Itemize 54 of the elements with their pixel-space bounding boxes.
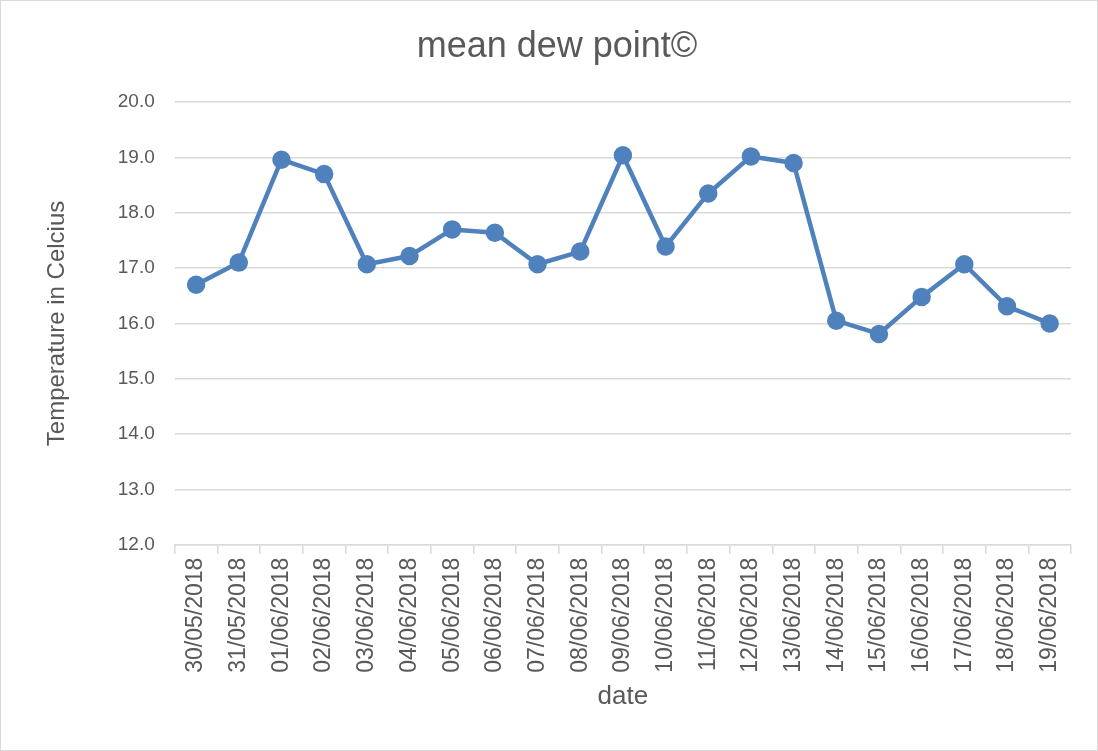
point (955, 255, 974, 274)
point (186, 275, 206, 294)
point (656, 237, 675, 256)
x-tick-label: 16/06/2018 (906, 557, 933, 673)
point (314, 164, 334, 184)
y-axis-title: Temperature in Celcius (42, 200, 70, 447)
point (1040, 314, 1059, 333)
x-tick-label: 31/05/2018 (224, 557, 251, 673)
x-tick-label: 19/06/2018 (1035, 557, 1062, 673)
x-tick-label: 07/06/2018 (522, 557, 549, 673)
point (570, 242, 590, 261)
point (272, 150, 291, 169)
x-tick-label: 01/06/2018 (266, 557, 293, 673)
y-tick-label: 12.0 (117, 532, 155, 554)
y-tick-label: 18.0 (117, 201, 155, 223)
x-tick-label: 12/06/2018 (736, 557, 763, 673)
point (741, 147, 761, 166)
x-tick-label: 06/06/2018 (480, 557, 507, 673)
chart-title: mean dew point© (416, 23, 698, 65)
x-tick-label: 17/06/2018 (949, 557, 976, 673)
point (400, 246, 419, 266)
point (784, 153, 803, 173)
point (229, 253, 249, 272)
y-tick-label: 20.0 (117, 90, 155, 112)
point (485, 223, 505, 242)
x-tick-label: 30/05/2018 (181, 557, 208, 673)
point (528, 255, 547, 274)
point (357, 255, 377, 274)
x-tick-label: 13/06/2018 (778, 557, 805, 673)
point (997, 297, 1017, 316)
x-tick-label: 11/06/2018 (693, 557, 720, 672)
point (869, 324, 889, 344)
x-tick-label: 18/06/2018 (992, 557, 1019, 673)
y-tick-label: 14.0 (117, 422, 155, 444)
x-tick-label: 08/06/2018 (565, 557, 592, 673)
x-axis-title: date (597, 679, 649, 710)
x-tick-label: 09/06/2018 (608, 557, 635, 673)
y-tick-label: 19.0 (117, 145, 155, 167)
y-tick-label: 17.0 (117, 256, 155, 278)
point (442, 220, 462, 239)
x-tick-label: 14/06/2018 (821, 557, 848, 673)
y-tick-label: 15.0 (117, 366, 155, 388)
y-tick-label: 16.0 (117, 311, 155, 333)
x-tick-label: 15/06/2018 (864, 557, 891, 673)
x-tick-label: 02/06/2018 (309, 557, 336, 673)
x-tick-label: 04/06/2018 (394, 557, 421, 673)
point (698, 184, 718, 203)
x-tick-label: 03/06/2018 (352, 557, 379, 673)
x-tick-label: 05/06/2018 (437, 557, 464, 673)
point (827, 311, 846, 330)
point (912, 287, 931, 307)
x-tick-label: 10/06/2018 (650, 557, 677, 673)
point (613, 146, 633, 165)
y-tick-label: 13.0 (117, 477, 155, 499)
